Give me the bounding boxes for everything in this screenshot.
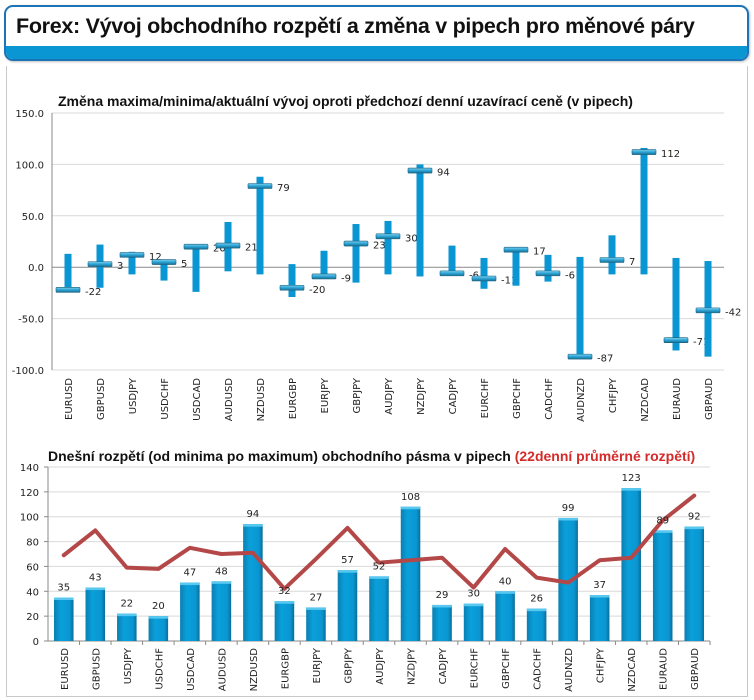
- chart1-category-label: NZDJPY: [416, 377, 427, 415]
- chart1-data-label: -71: [693, 337, 709, 348]
- chart1-y-tick: 100.0: [15, 160, 44, 171]
- chart1-current-marker: [279, 284, 305, 291]
- chart1-current-marker: [87, 261, 113, 267]
- chart1-current-marker: [119, 252, 145, 258]
- chart1-title: Změna maxima/minima/aktuální vývoj oprot…: [58, 93, 633, 109]
- chart1-y-tick: -50.0: [18, 315, 44, 326]
- chart1-category-label: CHFJPY: [608, 377, 619, 413]
- chart1-category-label: EURUSD: [64, 378, 75, 420]
- chart1-category-label: AUDNZD: [576, 378, 587, 422]
- chart1-category-label: USDCHF: [160, 378, 171, 420]
- chart1-current-marker: [695, 307, 721, 314]
- chart1-data-label: 94: [437, 168, 450, 179]
- chart1-current-marker: [375, 233, 401, 240]
- chart1-data-label: -20: [309, 285, 325, 296]
- chart1-category-label: AUDUSD: [224, 378, 235, 422]
- chart1-y-tick: 150.0: [15, 109, 44, 120]
- chart1-current-marker: [631, 149, 657, 155]
- chart1-data-label: 3: [117, 261, 123, 272]
- chart1-category-label: CADCHF: [544, 378, 555, 420]
- chart1-data-label: -9: [341, 273, 351, 284]
- chart1-category-label: GBPUSD: [96, 378, 107, 420]
- chart1-current-marker: [215, 242, 241, 249]
- chart1-range-bar: [320, 250, 328, 277]
- chart1-category-label: NZDUSD: [256, 378, 267, 422]
- chart1-data-label: 7: [629, 257, 635, 268]
- chart1-data-label: 30: [405, 233, 418, 244]
- chart1-range-bar: [480, 257, 488, 289]
- chart1-data-label: 17: [533, 247, 546, 258]
- chart1-category-label: CADJPY: [448, 377, 459, 414]
- chart1-current-marker: [311, 273, 337, 280]
- chart1-category-label: EURJPY: [320, 377, 331, 413]
- chart1-range-bar: [192, 246, 200, 292]
- chart1-range-bar: [160, 262, 168, 281]
- chart1-current-marker: [663, 337, 689, 343]
- charts-panel: [6, 66, 748, 697]
- chart1-current-marker: [599, 257, 625, 263]
- chart1-current-marker: [247, 183, 273, 189]
- chart1-data-label: 21: [245, 243, 258, 254]
- chart1-range-bar: [64, 253, 72, 290]
- range-chart: Změna maxima/minima/aktuální vývoj oprot…: [12, 93, 742, 422]
- chart1-data-label: 23: [373, 241, 386, 252]
- chart1-current-marker: [439, 270, 465, 277]
- chart1-data-label: 12: [149, 252, 162, 263]
- chart1-data-label: -42: [725, 307, 741, 318]
- chart1-range-bar: [672, 257, 680, 351]
- chart1-category-label: EURAUD: [672, 378, 683, 420]
- chart1-category-label: GBPJPY: [352, 377, 363, 413]
- chart1-range-bar: [512, 247, 520, 286]
- chart1-category-label: GBPAUD: [704, 378, 715, 420]
- chart1-y-axis: 150.0 100.0 50.0 0.0 -50.0 -100.0: [12, 109, 53, 377]
- chart1-current-marker: [151, 259, 177, 265]
- chart1-current-marker: [567, 353, 593, 360]
- chart1-y-tick: -100.0: [12, 366, 44, 377]
- chart1-data-label: 112: [661, 149, 680, 160]
- chart1-range-bar: [544, 254, 552, 282]
- chart1-range-bar: [608, 235, 616, 275]
- chart1-range-bar: [416, 164, 424, 277]
- chart1-data-label: 79: [277, 183, 290, 194]
- chart1-category-label: USDJPY: [128, 377, 139, 414]
- chart1-range-bar: [288, 264, 296, 298]
- chart1-data-label: 20: [213, 244, 226, 255]
- chart1-current-marker: [503, 246, 529, 253]
- chart1-current-marker: [407, 167, 433, 174]
- chart1-range-bar: [352, 224, 360, 283]
- chart1-category-label: GBPCHF: [512, 378, 523, 419]
- chart1-category-label: USDCAD: [192, 378, 203, 421]
- chart1-data-label: -22: [85, 287, 101, 298]
- chart1-range-bar: [576, 256, 584, 357]
- chart1-data-label: 5: [181, 259, 187, 270]
- chart1-current-marker: [535, 270, 561, 277]
- chart1-data-label: -6: [565, 270, 575, 281]
- chart1-data-label: -87: [597, 354, 613, 365]
- chart1-y-tick: 0.0: [28, 263, 44, 274]
- chart1-y-tick: 50.0: [22, 212, 44, 223]
- chart1-current-marker: [343, 240, 369, 247]
- chart1-current-marker: [471, 275, 497, 282]
- chart1-range-bar: [640, 147, 648, 275]
- chart1-range-bar: [384, 220, 392, 275]
- chart1-x-axis: EURUSD GBPUSD USDJPY USDCHF USDCAD AUDUSD NZDU…: [64, 377, 715, 422]
- chart1-category-label: AUDJPY: [384, 377, 395, 415]
- chart1-current-marker: [183, 243, 209, 250]
- page-title: Forex: Vývoj obchodního rozpětí a změna …: [16, 14, 695, 38]
- chart1-current-marker: [55, 287, 81, 293]
- header-banner: Forex: Vývoj obchodního rozpětí a změna …: [4, 5, 749, 61]
- chart1-data-label: -11: [501, 276, 517, 287]
- chart1-category-label: EURGBP: [288, 378, 299, 419]
- chart1-marks: -223125202179-20-9233094-6-1117-6-877112…: [55, 147, 741, 365]
- chart1-category-label: NZDCAD: [640, 378, 651, 422]
- chart1-range-bar: [128, 251, 136, 275]
- chart1-range-bar: [256, 176, 264, 275]
- chart1-category-label: EURCHF: [480, 378, 491, 419]
- header-accent-band: [6, 46, 747, 59]
- chart1-range-bar: [448, 245, 456, 274]
